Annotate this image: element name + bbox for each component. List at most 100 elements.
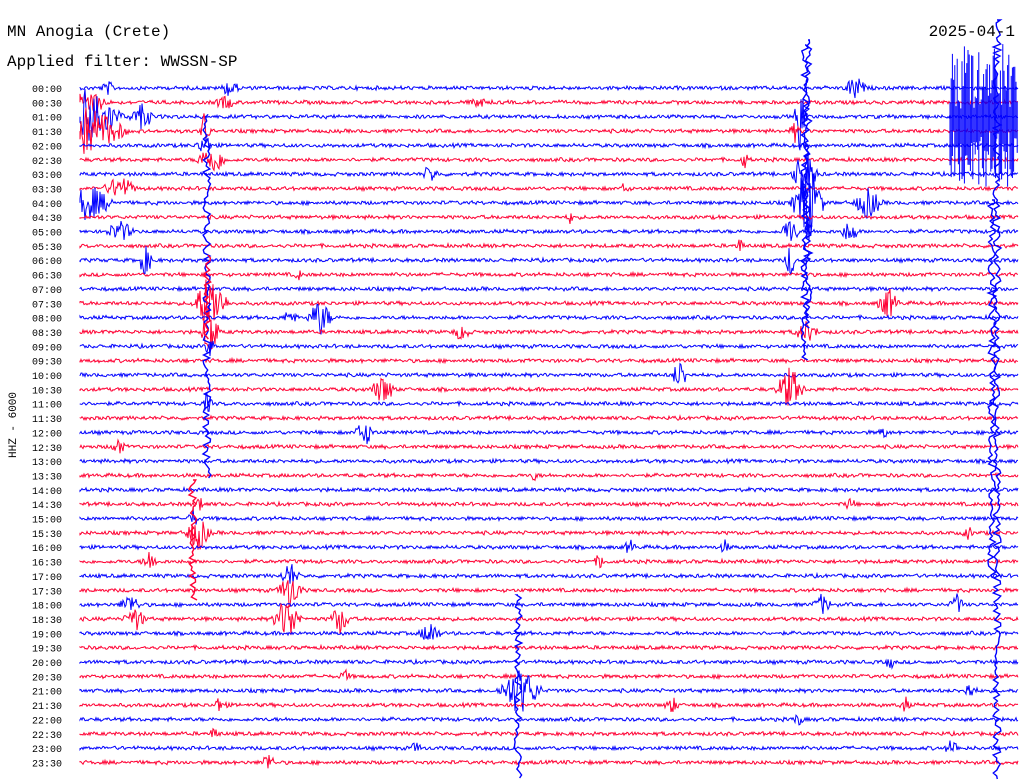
large-event-spike xyxy=(800,44,810,361)
row-time-label: 08:30 xyxy=(32,329,62,340)
row-time-label: 12:30 xyxy=(32,444,62,455)
row-time-label: 04:00 xyxy=(32,200,62,211)
row-time-label: 07:00 xyxy=(32,286,62,297)
trace-row xyxy=(79,173,1019,240)
row-time-label: 05:00 xyxy=(32,229,62,240)
row-time-label: 11:30 xyxy=(32,415,62,426)
row-time-label: 07:30 xyxy=(32,300,62,311)
trace-row xyxy=(79,643,1019,652)
date-label: 2025-04-1 xyxy=(929,23,1015,41)
trace-row xyxy=(79,521,1019,550)
row-time-label: 23:30 xyxy=(32,759,62,770)
trace-row xyxy=(79,178,1019,196)
row-time-label: 14:30 xyxy=(32,501,62,512)
trace-row xyxy=(79,602,1019,636)
row-time-label: 06:00 xyxy=(32,257,62,268)
row-time-label: 11:00 xyxy=(32,401,62,412)
row-time-label: 23:00 xyxy=(32,745,62,756)
row-time-label: 01:30 xyxy=(32,128,62,139)
trace-row xyxy=(79,696,1019,713)
row-time-label: 19:30 xyxy=(32,645,62,656)
row-time-label: 04:30 xyxy=(32,214,62,225)
trace-row xyxy=(79,367,1019,406)
row-time-label: 22:00 xyxy=(32,716,62,727)
trace-row xyxy=(79,471,1019,482)
row-time-label: 00:00 xyxy=(32,85,62,96)
trace-row xyxy=(79,107,1019,154)
row-time-label: 20:00 xyxy=(32,659,62,670)
large-event-spike xyxy=(203,254,212,340)
trace-row xyxy=(79,668,1019,682)
row-time-label: 00:30 xyxy=(32,99,62,110)
trace-row xyxy=(79,151,1019,199)
large-event-spike xyxy=(986,199,998,579)
trace-row xyxy=(79,285,1018,293)
row-time-label: 02:30 xyxy=(32,157,62,168)
trace-row xyxy=(79,318,1019,355)
row-time-label: 09:00 xyxy=(32,343,62,354)
trace-row xyxy=(79,580,1019,608)
trace-row xyxy=(79,246,1019,276)
row-time-label: 16:00 xyxy=(32,544,62,555)
trace-row xyxy=(79,754,1019,769)
row-time-label: 10:30 xyxy=(32,386,62,397)
row-time-label: 18:30 xyxy=(32,616,62,627)
row-time-label: 12:00 xyxy=(32,429,62,440)
trace-row xyxy=(79,593,1019,614)
trace-row xyxy=(79,539,1019,553)
trace-row xyxy=(79,136,1019,152)
trace-row xyxy=(79,213,1019,224)
trace-row xyxy=(79,438,1019,454)
trace-row xyxy=(79,507,1019,525)
row-time-label: 15:00 xyxy=(32,516,62,527)
trace-row xyxy=(79,279,1019,324)
trace-row xyxy=(79,670,1019,712)
channel-label: HHZ - 6000 xyxy=(8,392,20,458)
row-time-label: 05:30 xyxy=(32,243,62,254)
trace-row xyxy=(79,414,1019,422)
trace-row xyxy=(79,425,1019,445)
trace-row xyxy=(79,727,1019,738)
trace-row xyxy=(79,303,1019,335)
trace-row xyxy=(79,152,1019,172)
trace-row xyxy=(79,457,1018,465)
trace-row xyxy=(79,340,1019,357)
saturated-event-block xyxy=(949,44,1018,187)
trace-row xyxy=(79,714,1019,726)
trace-row xyxy=(79,78,1019,99)
row-time-label: 06:30 xyxy=(32,272,62,283)
trace-row xyxy=(79,740,1019,753)
filter-label: Applied filter: WWSSN-SP xyxy=(7,53,237,71)
trace-row xyxy=(79,658,1019,670)
trace-row xyxy=(79,564,1019,585)
trace-row xyxy=(79,220,1019,242)
row-time-label: 21:30 xyxy=(32,702,62,713)
station-title: MN Anogia (Crete) xyxy=(7,23,170,41)
trace-row xyxy=(79,89,1019,151)
trace-row xyxy=(79,624,1019,640)
row-time-label: 18:00 xyxy=(32,602,62,613)
row-time-label: 13:00 xyxy=(32,458,62,469)
row-time-label: 09:30 xyxy=(32,358,62,369)
trace-row xyxy=(79,392,1019,412)
row-time-label: 13:30 xyxy=(32,472,62,483)
row-time-label: 17:30 xyxy=(32,587,62,598)
trace-row xyxy=(79,552,1019,569)
row-time-label: 17:00 xyxy=(32,573,62,584)
row-time-label: 15:30 xyxy=(32,530,62,541)
row-time-label: 01:00 xyxy=(32,114,62,125)
large-event-spike xyxy=(802,39,814,329)
large-event-spike xyxy=(513,594,524,779)
row-time-label: 03:00 xyxy=(32,171,62,182)
seismogram-traces xyxy=(79,19,1019,780)
trace-row xyxy=(79,362,1019,384)
trace-row xyxy=(79,356,1019,365)
trace-row xyxy=(79,239,1019,252)
row-time-label: 02:00 xyxy=(32,142,62,153)
row-time-label: 08:00 xyxy=(32,315,62,326)
time-labels: 00:00 00:30 01:00 01:30 02:00 02:30 03:00 03:30… xyxy=(32,85,62,770)
row-time-label: 20:30 xyxy=(32,673,62,684)
large-event-spike xyxy=(187,479,198,601)
row-time-label: 22:30 xyxy=(32,731,62,742)
